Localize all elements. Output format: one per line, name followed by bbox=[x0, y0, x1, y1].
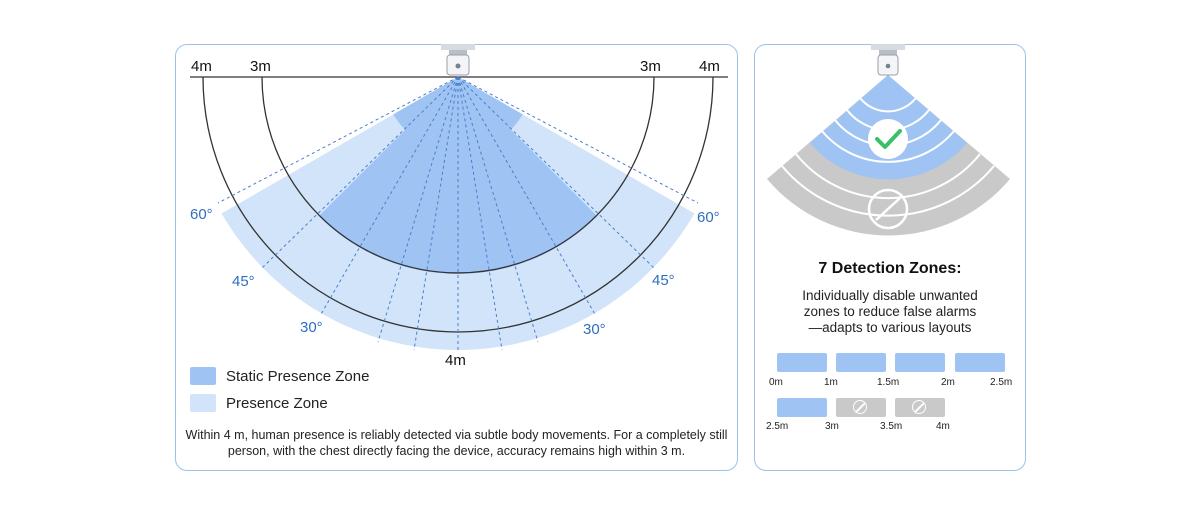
zone-toggle-1-5m-2m[interactable] bbox=[895, 353, 945, 372]
angle-label-right-60: 60° bbox=[697, 209, 720, 226]
label-4m-bottom: 4m bbox=[445, 352, 466, 369]
zone-toggle-2m-2-5m[interactable] bbox=[955, 353, 1005, 372]
zone-toggle-3-5m-4m[interactable] bbox=[895, 398, 945, 417]
zone-label: 4m bbox=[936, 421, 950, 432]
zone-label: 3.5m bbox=[880, 421, 903, 432]
legend-presence-zone: Presence Zone bbox=[190, 394, 328, 412]
zone-toggle-1m-1-5m[interactable] bbox=[836, 353, 886, 372]
legend-presence-label: Presence Zone bbox=[226, 394, 328, 412]
disabled-icon bbox=[912, 400, 926, 414]
legend-static-swatch bbox=[190, 367, 216, 385]
zone-toggle-2-5m-3m[interactable] bbox=[777, 398, 827, 417]
disabled-ban-icon bbox=[867, 188, 909, 230]
arc-3m bbox=[261, 76, 655, 274]
angle-rays bbox=[217, 76, 699, 351]
zone-label: 1.5m bbox=[877, 377, 900, 388]
label-3m-right: 3m bbox=[640, 58, 661, 75]
angle-label-left-30: 30° bbox=[300, 319, 323, 336]
zone-label: 2m bbox=[941, 377, 955, 388]
zone-toggle-0m-1m[interactable] bbox=[777, 353, 827, 372]
label-4m-left: 4m bbox=[191, 58, 212, 75]
legend-static-zone: Static Presence Zone bbox=[190, 367, 369, 385]
label-3m-left: 3m bbox=[250, 58, 271, 75]
sensor-device-icon bbox=[871, 44, 905, 76]
zone-label: 2.5m bbox=[766, 421, 789, 432]
enabled-check-icon bbox=[868, 119, 908, 159]
zone-label: 2.5m bbox=[990, 377, 1013, 388]
zone-label: 1m bbox=[824, 377, 838, 388]
zone-label: 3m bbox=[825, 421, 839, 432]
range-caption: Within 4 m, human presence is reliably d… bbox=[185, 428, 728, 458]
legend-presence-swatch bbox=[190, 394, 216, 412]
angle-label-right-45: 45° bbox=[652, 272, 675, 289]
angle-label-left-45: 45° bbox=[232, 273, 255, 290]
zones-description: Individually disable unwanted zones to r… bbox=[756, 288, 1024, 336]
zones-description-line: Individually disable unwanted bbox=[802, 288, 978, 303]
zone-toggle-3m-3-5m[interactable] bbox=[836, 398, 886, 417]
label-4m-right: 4m bbox=[699, 58, 720, 75]
sensor-device-icon bbox=[441, 44, 475, 76]
zones-title: 7 Detection Zones: bbox=[818, 260, 962, 277]
zone-label: 0m bbox=[769, 377, 783, 388]
zones-description-line: zones to reduce false alarms bbox=[803, 304, 977, 319]
legend-static-label: Static Presence Zone bbox=[226, 367, 370, 385]
disabled-icon bbox=[853, 400, 867, 414]
zones-description-line: —adapts to various layouts bbox=[808, 320, 972, 335]
angle-label-left-60: 60° bbox=[190, 206, 213, 223]
angle-label-right-30: 30° bbox=[583, 321, 606, 338]
